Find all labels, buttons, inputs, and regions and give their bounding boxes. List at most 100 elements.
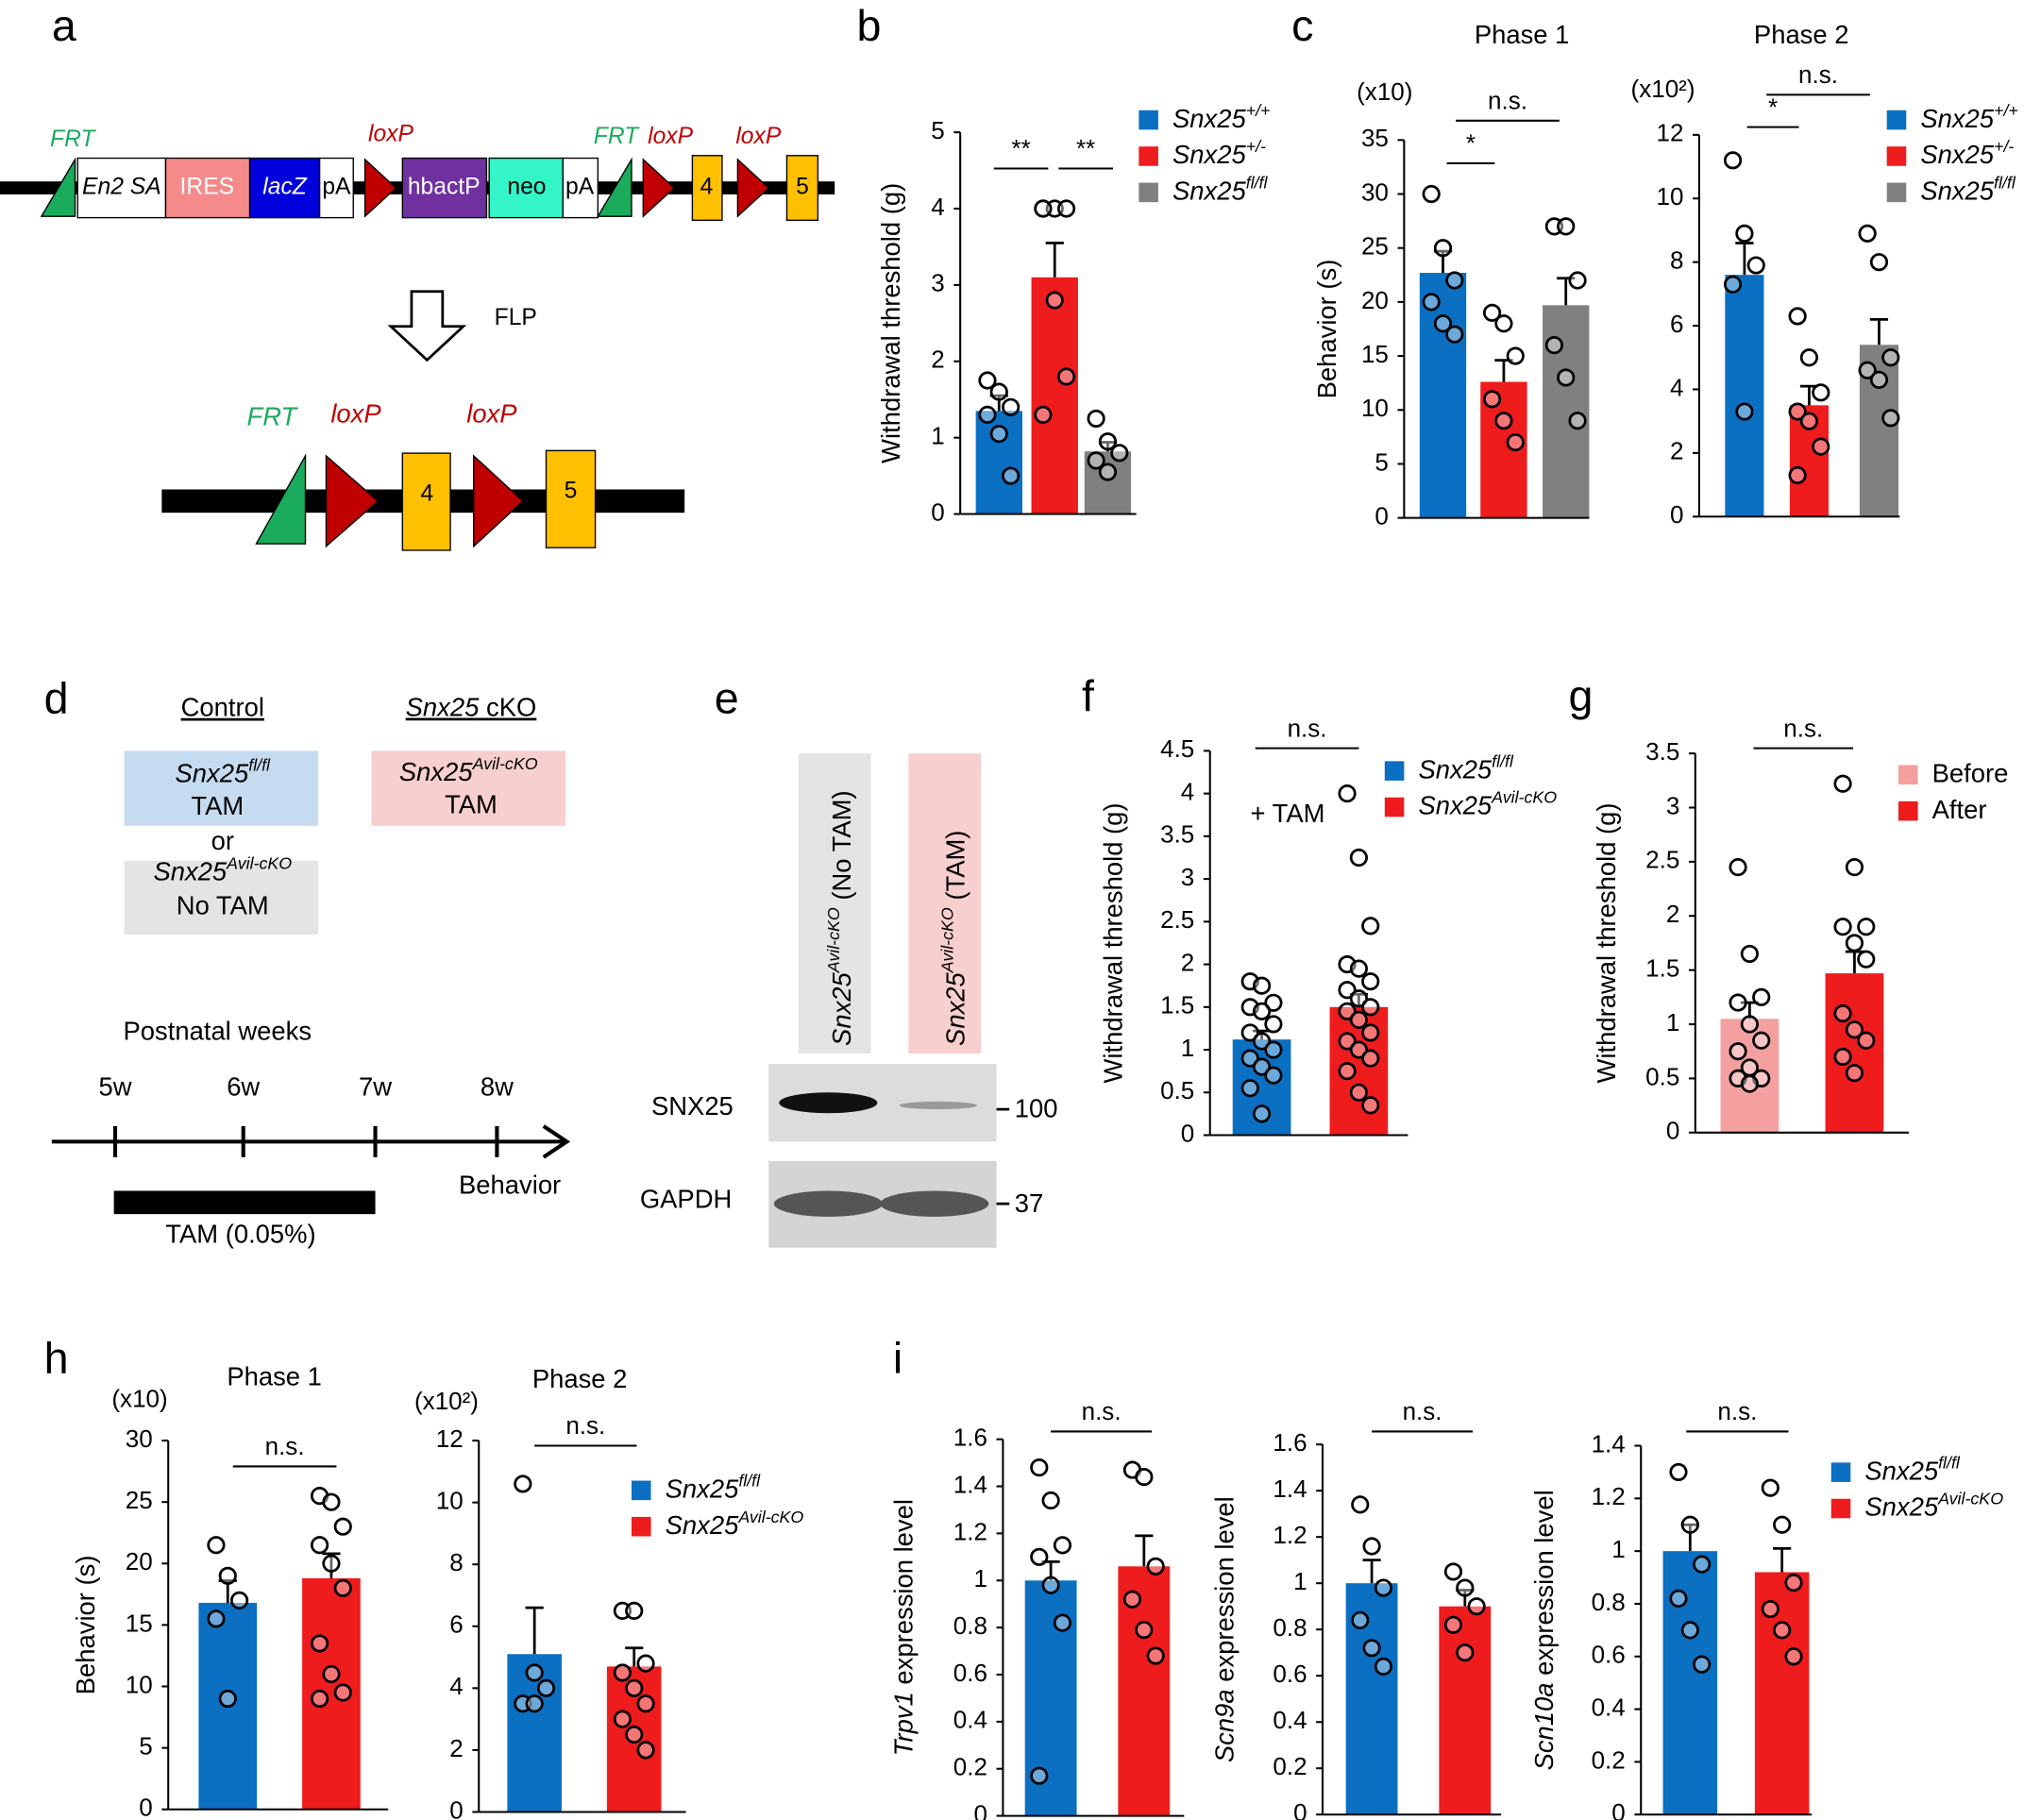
legend-swatch: [1138, 182, 1158, 203]
data-point: [1669, 1589, 1688, 1608]
data-point: [1433, 239, 1453, 258]
treatment: No TAM: [177, 890, 269, 919]
y-tick-label: 1.4: [1592, 1429, 1626, 1458]
y-tick-label: 0: [1666, 1117, 1679, 1145]
y-tick-label: 0.8: [1592, 1588, 1626, 1616]
data-point: [1053, 1613, 1072, 1632]
data-point: [1557, 217, 1576, 236]
site-label: FRT: [594, 124, 640, 149]
site-label: loxP: [466, 399, 517, 429]
y-tick-label: 1.6: [1273, 1428, 1307, 1457]
data-point: [311, 1536, 329, 1555]
data-point: [1002, 397, 1020, 416]
sig-label: n.s.: [1403, 1397, 1442, 1425]
data-point: [1752, 987, 1771, 1006]
sup: Avil-cKO: [823, 907, 842, 973]
label: Withdrawal threshold (g): [1592, 802, 1621, 1083]
data-point: [1351, 1610, 1370, 1629]
label: Behavior (s): [1312, 260, 1341, 399]
element-box: [562, 157, 599, 219]
data-point: [1833, 774, 1852, 793]
data-point: [636, 1741, 655, 1760]
legend-name: Snx25: [666, 1475, 739, 1504]
data-point: [1110, 444, 1129, 463]
lane-label: Snx25Avil-cKO (TAM): [937, 831, 970, 1046]
data-point: [1030, 1458, 1049, 1477]
legend-sup: fl/fl: [1994, 173, 2016, 192]
data-point: [1361, 917, 1380, 935]
legend-swatch: [1830, 1498, 1851, 1519]
bar: [1662, 1551, 1718, 1815]
y-tick-label: 4: [931, 193, 944, 221]
legend-label: Before: [1932, 759, 2009, 788]
y-tick-label: 4: [1670, 373, 1683, 401]
data-point: [1264, 1015, 1283, 1034]
data-point: [1799, 348, 1819, 367]
y-tick-label: 0.4: [953, 1706, 987, 1734]
sup: Avil-cKO: [226, 853, 292, 872]
y-tick-label: 2: [449, 1734, 463, 1762]
y-tick-label: 1: [1666, 1008, 1679, 1036]
data-point: [218, 1566, 237, 1585]
data-point: [1087, 409, 1105, 429]
data-point: [1482, 390, 1502, 409]
y-tick-label: 0.6: [1592, 1641, 1626, 1669]
data-point: [1833, 1003, 1852, 1023]
data-point: [1761, 1599, 1779, 1619]
treatment: (TAM): [941, 831, 970, 908]
chart: 0 5 10 15 20 25 30 35 Behavior (s) Phase 1 (x10) * n…: [1312, 20, 1590, 531]
legend-swatch: [1886, 146, 1907, 166]
element-label: hbactP: [408, 175, 481, 200]
chart: 0 0.2 0.4 0.6 0.8 1 1.2 1.4 1.6 Scn9a expression …: [1210, 1397, 1502, 1820]
error-bar: [1557, 277, 1576, 306]
y-tick-label: 25: [126, 1486, 153, 1514]
data-point: [1833, 1047, 1852, 1067]
y-tick-label: 0.6: [1273, 1660, 1307, 1688]
sup: fl/fl: [248, 755, 271, 774]
y-tick-label: 2: [931, 345, 944, 374]
legend-label: Snx25Avil-cKO: [1418, 787, 1557, 820]
y-tick-label: 2: [1670, 437, 1683, 465]
chart-title: Phase 1: [227, 1361, 322, 1390]
y-tick-label: 0: [1181, 1119, 1194, 1147]
sig-label: n.s.: [1082, 1397, 1122, 1425]
data-point: [1693, 1655, 1712, 1674]
lane-label-box: [908, 753, 982, 1054]
data-point: [1361, 1049, 1380, 1068]
panel-letter: i: [893, 1334, 902, 1383]
legend-swatch: [631, 1516, 651, 1537]
data-point: [1252, 1104, 1272, 1123]
data-point: [1857, 950, 1876, 969]
legend-label: Snx25fl/fl: [1418, 751, 1514, 784]
data-point: [1456, 1643, 1475, 1662]
data-point: [1361, 972, 1380, 991]
data-point: [1544, 336, 1563, 355]
y-axis-label: Withdrawal threshold (g): [1592, 802, 1621, 1083]
legend-sup: Avil-cKO: [1491, 787, 1557, 806]
sig-label: n.s.: [1288, 714, 1327, 742]
lane-label-box: [798, 753, 871, 1054]
band: [880, 1190, 989, 1217]
data-point: [1240, 1079, 1259, 1098]
error-bar: [1869, 317, 1889, 345]
legend-sup: +/-: [1246, 137, 1266, 156]
legend-swatch: [1886, 182, 1907, 203]
y-tick-label: 2: [1181, 948, 1194, 976]
data-point: [1729, 993, 1747, 1012]
sig-label: **: [1076, 134, 1095, 162]
size-label: 100: [1015, 1094, 1058, 1123]
data-point: [1881, 409, 1900, 428]
gene: Snx25: [176, 759, 249, 788]
data-point: [1146, 1557, 1165, 1576]
y-tick-label: 4: [449, 1672, 463, 1700]
group-title: Control: [181, 693, 264, 722]
week: 7w: [359, 1071, 392, 1101]
data-point: [1422, 293, 1441, 312]
label: expression level: [889, 1499, 919, 1692]
data-point: [1041, 1576, 1060, 1594]
y-tick-label: 1.2: [953, 1517, 987, 1545]
data-point: [625, 1678, 644, 1697]
